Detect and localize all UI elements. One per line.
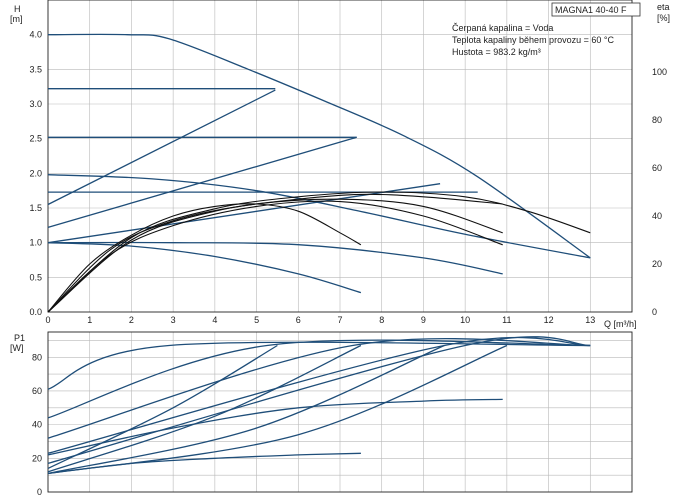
p1-tick-label: 80: [32, 352, 42, 362]
efficiency-curve: [47, 193, 503, 313]
y2-tick-label: 60: [652, 163, 662, 173]
p1-tick-label: 20: [32, 453, 42, 463]
x-tick-label: 10: [460, 315, 470, 325]
head-curve: [47, 242, 362, 294]
power-curve: [47, 398, 503, 456]
power-curve: [47, 336, 591, 465]
y2-tick-label: 20: [652, 259, 662, 269]
upper-curves: [47, 33, 591, 313]
y-tick-label: 3.0: [29, 99, 42, 109]
x-tick-label: 7: [337, 315, 342, 325]
p1-axis-label: P1: [14, 333, 25, 343]
power-curve: [47, 344, 362, 473]
y-tick-label: 1.5: [29, 203, 42, 213]
x-tick-label: 2: [129, 315, 134, 325]
upper-tick-labels: 0 1 2 3 4 5 6 7 8 9 10 11 12 130.00.51.01.52.02.53.03…: [29, 30, 667, 325]
head-curve: [47, 33, 591, 259]
power-curve: [47, 339, 591, 419]
y-tick-label: 3.5: [29, 64, 42, 74]
y2-axis-unit: [%]: [657, 13, 670, 23]
x-axis-label: Q [m³/h]: [604, 319, 637, 329]
y2-tick-label: 80: [652, 115, 662, 125]
p1-tick-label: 40: [32, 420, 42, 430]
x-tick-label: 1: [87, 315, 92, 325]
model-label: MAGNA1 40-40 F: [555, 5, 627, 15]
x-tick-label: 13: [585, 315, 595, 325]
model-label-box: [551, 2, 641, 17]
head-curve: [47, 183, 441, 244]
x-tick-label: 9: [421, 315, 426, 325]
info-density: Hustota = 983.2 kg/m³: [452, 47, 541, 57]
power-curve: [47, 341, 591, 390]
x-tick-label: 8: [379, 315, 384, 325]
lower-tick-labels: 0 20 40 60 80: [32, 352, 42, 497]
lower-plot-frame: [47, 331, 633, 493]
lower-curves: [47, 336, 591, 475]
x-tick-label: 0: [45, 315, 50, 325]
power-curve: [47, 452, 361, 475]
y-tick-label: 0.5: [29, 272, 42, 282]
efficiency-curve: [47, 203, 362, 313]
x-tick-label: 5: [254, 315, 259, 325]
head-curve: [47, 89, 276, 206]
head-curve: [47, 241, 503, 275]
p1-tick-label: 0: [37, 487, 42, 497]
x-tick-label: 4: [212, 315, 217, 325]
p1-axis-unit: [W]: [10, 343, 24, 353]
upper-grid: [47, 0, 633, 313]
head-curve: [47, 136, 357, 229]
power-curve: [47, 337, 591, 439]
efficiency-curve: [47, 198, 503, 313]
x-tick-label: 12: [544, 315, 554, 325]
y-tick-label: 0.0: [29, 307, 42, 317]
efficiency-curve: [47, 200, 503, 313]
y2-tick-label: 0: [652, 307, 657, 317]
efficiency-curve: [47, 191, 591, 313]
y2-tick-label: 40: [652, 211, 662, 221]
x-tick-label: 6: [296, 315, 301, 325]
x-tick-label: 11: [502, 315, 511, 325]
y-tick-label: 4.0: [29, 30, 42, 40]
y-tick-label: 2.5: [29, 134, 42, 144]
power-curve: [47, 336, 591, 454]
y-tick-label: 1.0: [29, 238, 42, 248]
p1-tick-label: 60: [32, 386, 42, 396]
x-tick-label: 3: [171, 315, 176, 325]
y-tick-label: 2.0: [29, 168, 42, 178]
power-curve: [47, 344, 445, 475]
y2-tick-label: 100: [652, 67, 667, 77]
upper-plot-frame: [47, 0, 633, 313]
power-curve: [47, 344, 508, 475]
info-temperature: Teplota kapaliny během provozu = 60 °C: [452, 35, 614, 45]
power-curve: [47, 344, 278, 469]
y-axis-label: H: [14, 4, 21, 14]
y2-axis-label: eta: [657, 2, 670, 12]
info-liquid: Čerpaná kapalina = Voda: [452, 23, 553, 33]
y-axis-unit: [m]: [10, 14, 23, 24]
